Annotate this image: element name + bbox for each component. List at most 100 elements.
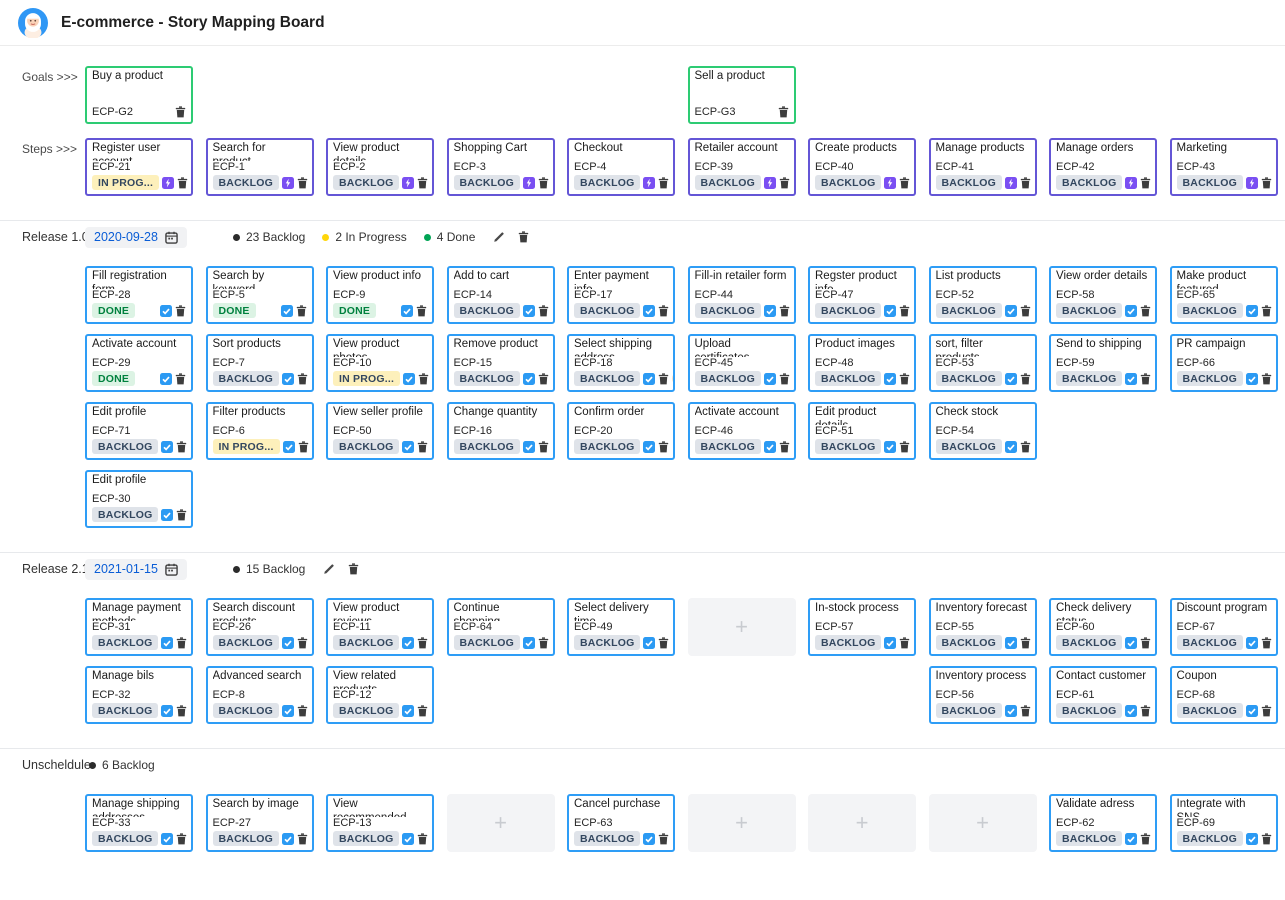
- add-story-icon[interactable]: [884, 176, 897, 189]
- delete-release-icon[interactable]: [518, 231, 529, 243]
- delete-card-icon[interactable]: [297, 832, 308, 845]
- delete-card-icon[interactable]: [1140, 304, 1151, 317]
- story-card[interactable]: View product reviewsECP-11 BACKLOG: [326, 598, 434, 656]
- step-card[interactable]: Create products ECP-40 BACKLOG: [808, 138, 916, 196]
- story-card[interactable]: Change quantity ECP-16 BACKLOG: [446, 402, 555, 460]
- delete-card-icon[interactable]: [1140, 176, 1151, 189]
- delete-card-icon[interactable]: [658, 832, 669, 845]
- delete-card-icon[interactable]: [1140, 704, 1151, 717]
- story-card[interactable]: PR campaign ECP-66 BACKLOG: [1169, 334, 1278, 392]
- delete-release-icon[interactable]: [348, 563, 359, 575]
- story-card[interactable]: Search by image ECP-27 BACKLOG: [205, 794, 314, 852]
- calendar-icon[interactable]: [165, 231, 178, 244]
- delete-card-icon[interactable]: [779, 440, 790, 453]
- delete-card-icon[interactable]: [658, 372, 669, 385]
- story-card[interactable]: Validate adress ECP-62 BACKLOG: [1049, 794, 1157, 852]
- delete-card-icon[interactable]: [779, 304, 790, 317]
- delete-card-icon[interactable]: [417, 176, 428, 189]
- delete-card-icon[interactable]: [778, 106, 789, 118]
- edit-release-icon[interactable]: [493, 231, 505, 243]
- step-card[interactable]: Marketing ECP-43 BACKLOG: [1169, 138, 1278, 196]
- story-card[interactable]: Inventory forecast ECP-55 BACKLOG: [928, 598, 1037, 656]
- delete-card-icon[interactable]: [417, 440, 428, 453]
- story-card[interactable]: Search by keywordECP-5 DONE: [205, 266, 314, 324]
- delete-card-icon[interactable]: [298, 440, 309, 453]
- delete-card-icon[interactable]: [1261, 636, 1272, 649]
- calendar-icon[interactable]: [165, 563, 178, 576]
- story-card[interactable]: Product images ECP-48 BACKLOG: [808, 334, 916, 392]
- delete-card-icon[interactable]: [779, 176, 790, 189]
- delete-card-icon[interactable]: [175, 372, 186, 385]
- edit-release-icon[interactable]: [323, 563, 335, 575]
- delete-card-icon[interactable]: [538, 636, 549, 649]
- story-card[interactable]: View order details ECP-58 BACKLOG: [1049, 266, 1157, 324]
- add-story-icon[interactable]: [1245, 176, 1258, 189]
- delete-card-icon[interactable]: [899, 372, 910, 385]
- delete-card-icon[interactable]: [176, 832, 187, 845]
- story-card[interactable]: Send to shipping ECP-59 BACKLOG: [1049, 334, 1157, 392]
- story-card[interactable]: Edit profile ECP-71 BACKLOG: [85, 402, 193, 460]
- add-story-icon[interactable]: [522, 176, 535, 189]
- add-story-icon[interactable]: [402, 176, 415, 189]
- delete-card-icon[interactable]: [1261, 832, 1272, 845]
- add-story-icon[interactable]: [1004, 176, 1017, 189]
- story-card[interactable]: View product info ECP-9 DONE: [326, 266, 434, 324]
- delete-card-icon[interactable]: [1020, 440, 1031, 453]
- story-card[interactable]: Contact customer ECP-61 BACKLOG: [1049, 666, 1157, 724]
- delete-card-icon[interactable]: [1020, 704, 1031, 717]
- step-card[interactable]: Retailer account ECP-39 BACKLOG: [687, 138, 796, 196]
- delete-card-icon[interactable]: [899, 636, 910, 649]
- story-card[interactable]: Manage payment methodsECP-31 BACKLOG: [85, 598, 193, 656]
- delete-card-icon[interactable]: [297, 372, 308, 385]
- story-card[interactable]: Integrate with SNSECP-69 BACKLOG: [1169, 794, 1278, 852]
- delete-card-icon[interactable]: [1261, 704, 1272, 717]
- delete-card-icon[interactable]: [297, 704, 308, 717]
- delete-card-icon[interactable]: [297, 636, 308, 649]
- story-card[interactable]: Filter products ECP-6 IN PROG...: [205, 402, 314, 460]
- story-card[interactable]: Manage shipping addressesECP-33 BACKLOG: [85, 794, 193, 852]
- add-story-icon[interactable]: [643, 176, 656, 189]
- delete-card-icon[interactable]: [658, 304, 669, 317]
- delete-card-icon[interactable]: [1140, 372, 1151, 385]
- delete-card-icon[interactable]: [1261, 304, 1272, 317]
- delete-card-icon[interactable]: [658, 636, 669, 649]
- story-card[interactable]: View seller profile ECP-50 BACKLOG: [326, 402, 434, 460]
- delete-card-icon[interactable]: [899, 304, 910, 317]
- story-card[interactable]: Check stock ECP-54 BACKLOG: [928, 402, 1037, 460]
- delete-card-icon[interactable]: [175, 106, 186, 118]
- delete-card-icon[interactable]: [538, 304, 549, 317]
- story-card[interactable]: Discount program ECP-67 BACKLOG: [1169, 598, 1278, 656]
- delete-card-icon[interactable]: [538, 372, 549, 385]
- add-story-icon[interactable]: [162, 176, 175, 189]
- story-card[interactable]: Continue shoppingECP-64 BACKLOG: [446, 598, 555, 656]
- goal-card[interactable]: Buy a product ECP-G2: [85, 66, 193, 124]
- story-card[interactable]: Activate account ECP-46 BACKLOG: [687, 402, 796, 460]
- delete-card-icon[interactable]: [658, 176, 669, 189]
- add-card-placeholder[interactable]: +: [687, 794, 796, 852]
- story-card[interactable]: List products ECP-52 BACKLOG: [928, 266, 1037, 324]
- step-card[interactable]: Manage orders ECP-42 BACKLOG: [1049, 138, 1157, 196]
- story-card[interactable]: Confirm order ECP-20 BACKLOG: [567, 402, 675, 460]
- story-card[interactable]: Fill-in retailer form ECP-44 BACKLOG: [687, 266, 796, 324]
- release-date-picker[interactable]: 2021-01-15: [85, 558, 187, 580]
- delete-card-icon[interactable]: [417, 704, 428, 717]
- delete-card-icon[interactable]: [1020, 372, 1031, 385]
- delete-card-icon[interactable]: [296, 304, 307, 317]
- add-story-icon[interactable]: [763, 176, 776, 189]
- add-card-placeholder[interactable]: +: [446, 794, 555, 852]
- story-card[interactable]: Edit profile ECP-30 BACKLOG: [85, 470, 193, 528]
- add-card-placeholder[interactable]: +: [928, 794, 1037, 852]
- story-card[interactable]: Inventory process ECP-56 BACKLOG: [928, 666, 1037, 724]
- delete-card-icon[interactable]: [538, 440, 549, 453]
- story-card[interactable]: In-stock process ECP-57 BACKLOG: [808, 598, 916, 656]
- delete-card-icon[interactable]: [417, 832, 428, 845]
- delete-card-icon[interactable]: [899, 176, 910, 189]
- delete-card-icon[interactable]: [1261, 372, 1272, 385]
- add-story-icon[interactable]: [281, 176, 294, 189]
- story-card[interactable]: Cancel purchase ECP-63 BACKLOG: [567, 794, 675, 852]
